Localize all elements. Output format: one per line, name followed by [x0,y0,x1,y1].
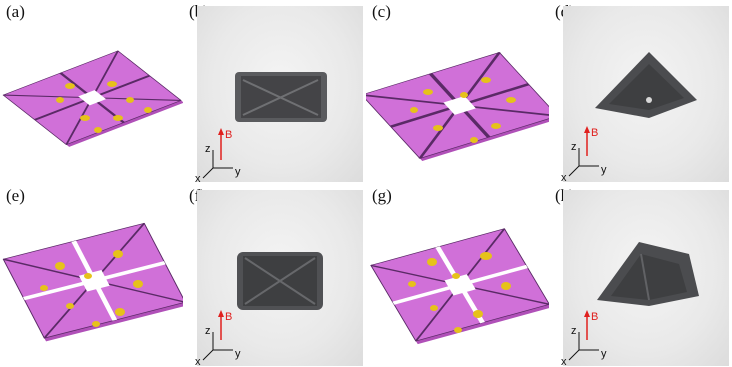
sample-image [595,52,697,118]
y-axis-label: y [601,164,607,176]
coordinate-axes: B z y x [195,128,241,183]
x-axis-label: x [561,172,567,183]
panel-label: (a) [6,2,25,21]
x-axis-label: x [561,356,567,367]
panel-g: (g) [366,184,549,367]
y-axis-label: y [235,348,241,360]
sample-image [597,242,699,306]
field-label: B [225,311,232,323]
z-axis-label: z [205,143,211,155]
coordinate-axes: B z y x [561,126,607,183]
panel-a: (a) [0,0,183,183]
panel-label: (c) [372,2,391,21]
panel-b: (b) B z y x [183,0,366,183]
kirigami-model-rotated [2,222,183,342]
panel-label: (g) [372,186,392,205]
x-axis-label: x [195,173,201,183]
panel-c: (c) [366,0,549,183]
field-label: B [225,129,232,141]
panel-f: (f) B z y x [183,184,366,367]
field-label: B [591,311,598,323]
y-axis-label: y [601,348,607,360]
panel-d: (d) B z y x [549,0,732,183]
sample-image [235,72,327,122]
panel-e: (e) [0,184,183,367]
coordinate-axes: B z y x [561,310,607,367]
coordinate-axes: B z y x [195,310,241,367]
z-axis-label: z [205,325,211,337]
y-axis-label: y [235,166,241,178]
x-axis-label: x [195,356,201,367]
sample-image [237,252,323,310]
z-axis-label: z [571,325,577,337]
kirigami-model-expanded [366,52,549,161]
panel-h: (h) B z y x [549,184,732,367]
kirigami-model-rotated-expanded [370,228,549,345]
kirigami-model-flat [2,50,183,147]
panel-label: (e) [6,186,25,205]
z-axis-label: z [571,141,577,153]
field-label: B [591,127,598,139]
